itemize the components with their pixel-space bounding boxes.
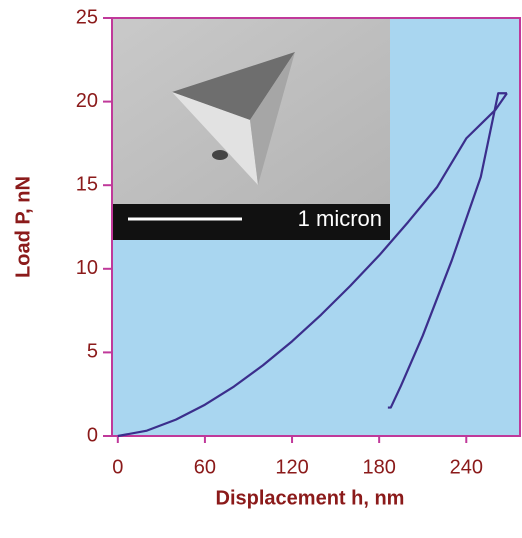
y-axis-title: Load P, nN: [12, 176, 34, 278]
x-tick-label: 120: [275, 456, 308, 478]
x-tick-label: 240: [450, 456, 483, 478]
x-tick-label: 0: [112, 456, 123, 478]
y-tick-label: 15: [76, 173, 98, 195]
x-tick-label: 180: [362, 456, 395, 478]
x-tick-label: 60: [194, 456, 216, 478]
y-tick-label: 25: [76, 6, 98, 28]
chart: 1 micron Displacement h, nm Load P, nN 0…: [0, 0, 522, 538]
y-tick-label: 0: [87, 424, 98, 446]
x-axis-title: Displacement h, nm: [216, 487, 405, 509]
y-tick-label: 20: [76, 90, 98, 112]
y-tick-label: 5: [87, 341, 98, 363]
y-tick-label: 10: [76, 257, 98, 279]
inset-label: 1 micron: [298, 206, 382, 231]
page: {"chart_data": {"type": "line", "x_label…: [0, 0, 522, 538]
inset-image: 1 micron: [113, 19, 390, 240]
